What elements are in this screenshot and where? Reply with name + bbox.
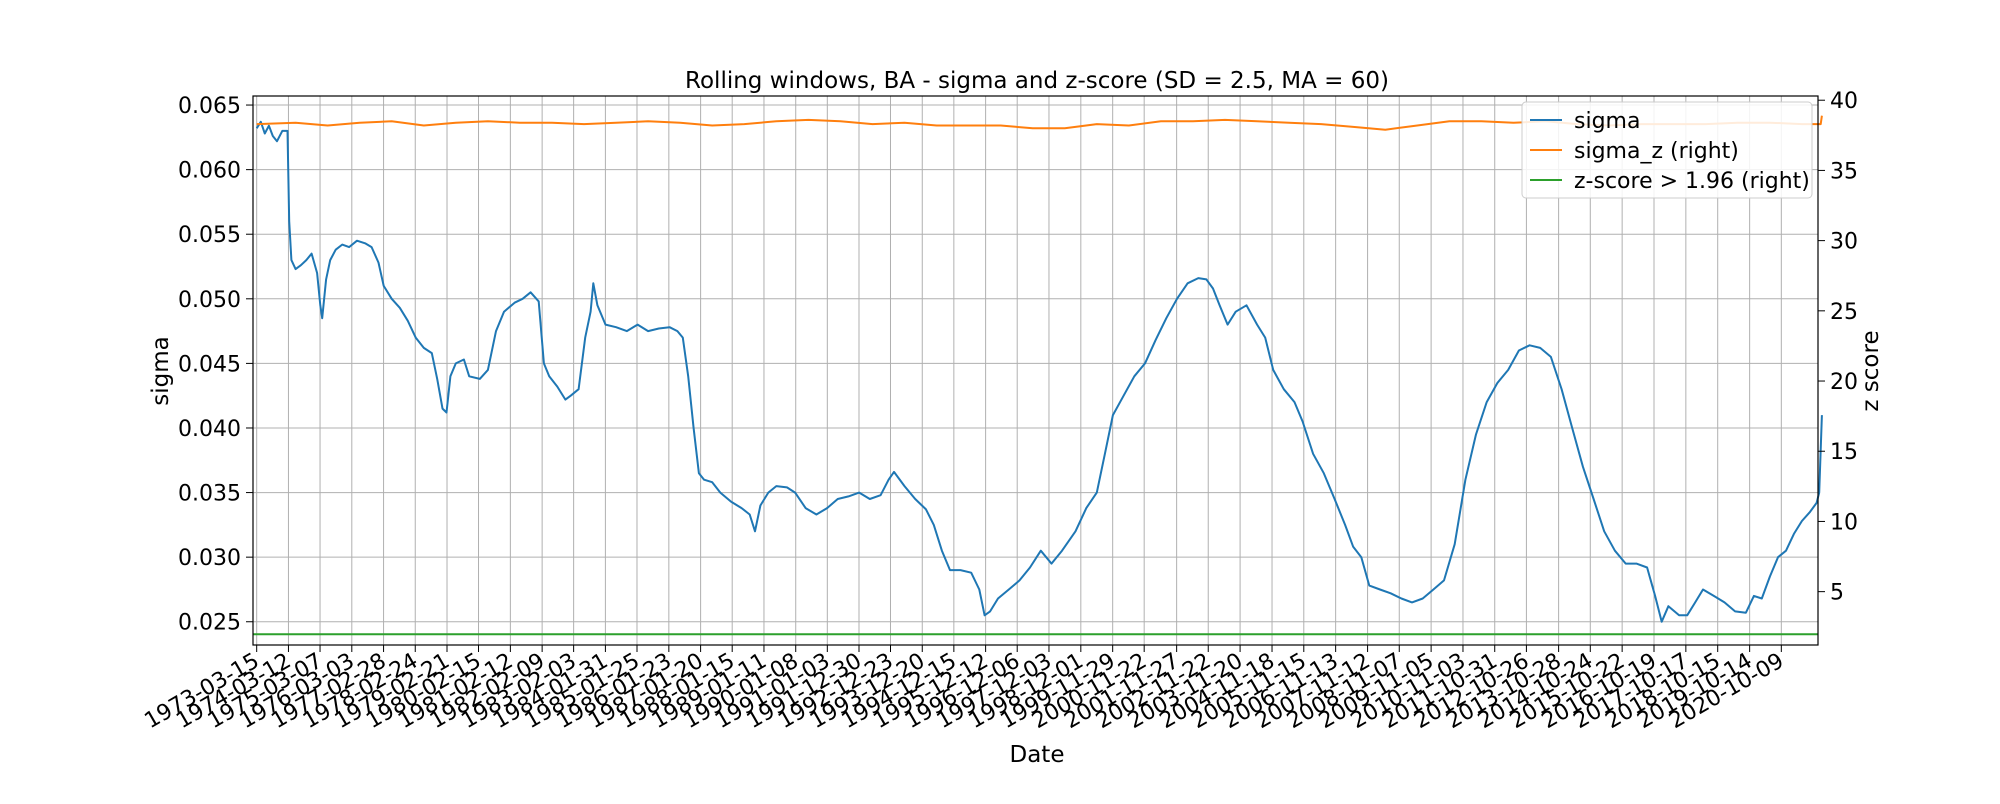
legend: sigma sigma_z (right) z-score > 1.96 (righ… [1521,101,1813,199]
chart-title: Rolling windows, BA - sigma and z-score … [685,68,1389,94]
y-tick-label: 0.035 [178,482,241,507]
y-tick-label: 0.050 [178,288,241,313]
legend-label: z-score > 1.96 (right) [1574,169,1810,194]
y-axis-label: sigma [148,336,174,405]
y2-tick-label: 25 [1830,300,1858,325]
y2-tick-label: 15 [1830,440,1858,465]
y2-tick-label: 40 [1830,89,1858,114]
y2-tick-label: 30 [1830,230,1858,255]
legend-label: sigma [1574,109,1640,134]
y-tick-label: 0.055 [178,223,241,248]
y2-tick-label: 20 [1830,370,1858,395]
right-y-axis: 5 10 15 20 25 30 35 40 [1818,89,1858,606]
x-axis: 1973-03-151974-03-121975-03-071976-03-03… [140,645,1788,734]
y2-tick-label: 35 [1830,159,1858,184]
left-y-axis: 0.025 0.030 0.035 0.040 0.045 0.050 0.055 0.060… [178,94,253,636]
y2-tick-label: 5 [1830,581,1844,606]
y2-tick-label: 10 [1830,510,1858,535]
legend-box [1521,101,1813,199]
series-line-sigma [255,120,1823,623]
plot-frame [252,95,1819,646]
y-tick-label: 0.060 [178,159,241,184]
y2-axis-label: z score [1858,330,1884,411]
x-axis-label: Date [1010,742,1065,768]
legend-label: sigma_z (right) [1574,139,1739,164]
grid-lines [253,96,1818,645]
y-tick-label: 0.030 [178,546,241,571]
y-tick-label: 0.045 [178,352,241,377]
y-tick-label: 0.025 [178,611,241,636]
y-tick-label: 0.065 [178,94,241,119]
y-tick-label: 0.040 [178,417,241,442]
